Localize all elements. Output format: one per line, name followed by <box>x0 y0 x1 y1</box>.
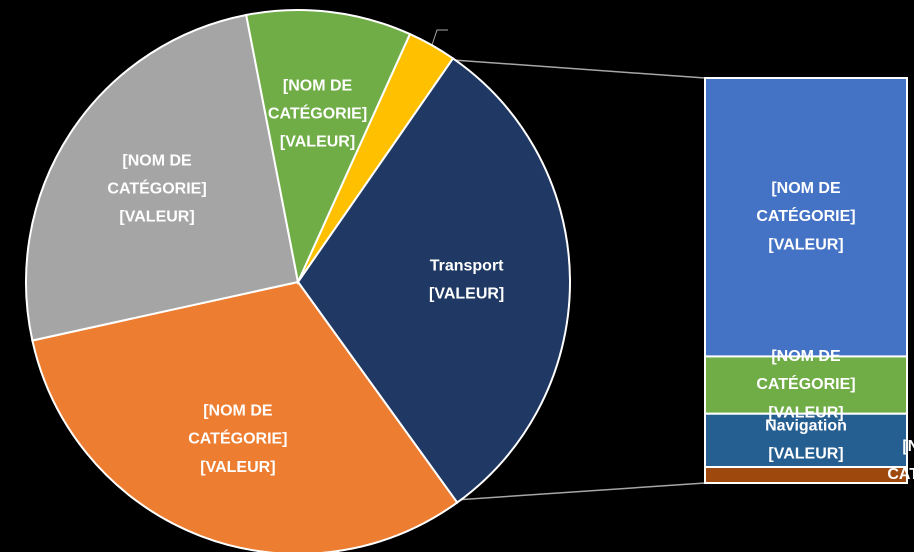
pie-slice <box>31 280 459 552</box>
pie-slice <box>25 13 300 342</box>
value-label: [VALEUR] <box>768 404 843 421</box>
value-label: [VALEUR] <box>768 446 843 463</box>
pie-slice <box>296 57 571 504</box>
connector-line <box>452 59 706 79</box>
value-label: [VALEUR] <box>429 286 504 303</box>
value-label: [VALEUR] <box>768 236 843 253</box>
pie-slice <box>245 9 412 286</box>
bar-segment <box>704 77 908 358</box>
bar-segment <box>704 412 908 469</box>
value-label: [VALEUR] <box>200 459 275 476</box>
bar-segment <box>704 466 908 484</box>
value-label: [VALEUR] <box>119 209 194 226</box>
category-label: Navigation <box>765 418 847 435</box>
connector-line <box>454 482 706 501</box>
bar-segment <box>704 355 908 415</box>
value-label: [VALEUR] <box>280 134 355 151</box>
leader-line <box>430 29 448 49</box>
category-label: Transport <box>430 258 504 275</box>
